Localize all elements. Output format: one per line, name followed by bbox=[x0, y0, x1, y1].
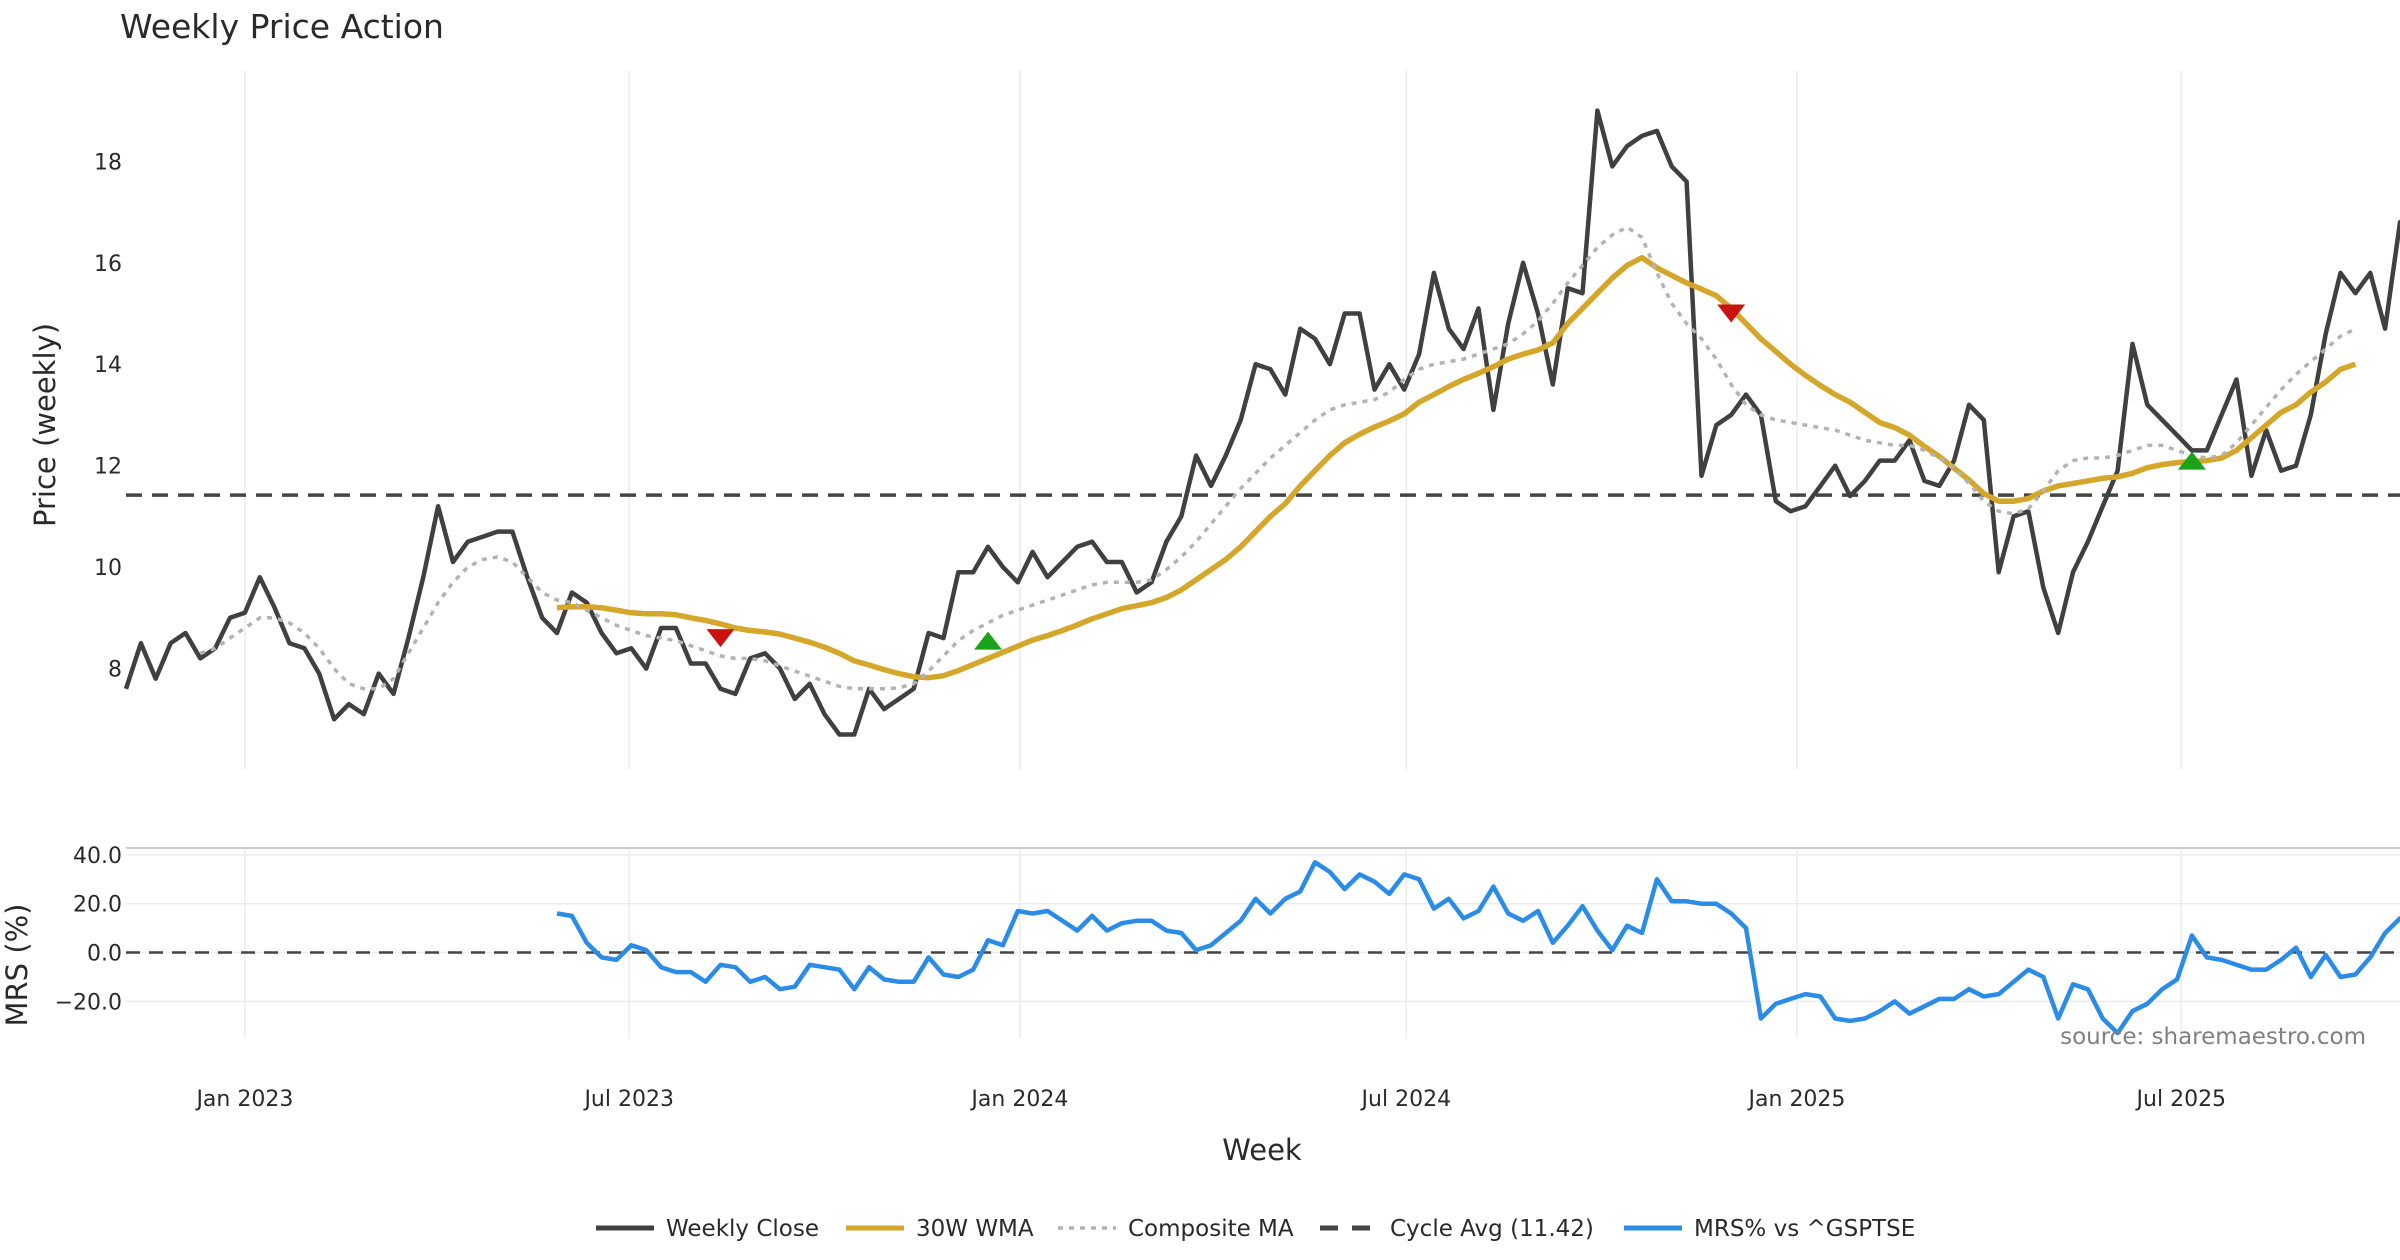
x-axis-label: Week bbox=[1222, 1133, 1302, 1167]
composite-ma-line bbox=[199, 225, 2357, 691]
price-axis-label: Price (weekly) bbox=[28, 323, 62, 527]
sell-signal-marker bbox=[1717, 304, 1746, 323]
legend-entry: Cycle Avg (11.42) bbox=[1390, 1216, 1594, 1242]
x-tick-label: Jul 2024 bbox=[1360, 1087, 1452, 1112]
price-tick-label: 18 bbox=[94, 150, 122, 175]
reference-lines bbox=[126, 493, 2400, 954]
gridlines bbox=[126, 70, 2400, 1038]
sell-signal-marker bbox=[706, 629, 735, 648]
legend: Weekly Close 30W WMA Composite MA Cycle Avg… bbox=[596, 1216, 1915, 1242]
legend-entry: 30W WMA bbox=[916, 1216, 1034, 1242]
price-tick-label: 8 bbox=[108, 658, 122, 683]
mrs-tick-label: 40.0 bbox=[73, 844, 122, 869]
legend-entry: MRS% vs ^GSPTSE bbox=[1694, 1216, 1915, 1242]
legend-entry: Weekly Close bbox=[666, 1216, 819, 1242]
mrs-tick-label: −20.0 bbox=[55, 990, 122, 1015]
30w-wma-line bbox=[556, 254, 2357, 681]
x-tick-label: Jan 2025 bbox=[1747, 1087, 1846, 1112]
weekly-close-line bbox=[123, 108, 2400, 737]
mrs-axis-label: MRS (%) bbox=[0, 904, 34, 1027]
x-tick-label: Jan 2024 bbox=[969, 1087, 1068, 1112]
buy-signal-marker bbox=[2177, 451, 2206, 470]
mrs-tick-label: 0.0 bbox=[87, 942, 122, 967]
price-tick-label: 14 bbox=[94, 353, 122, 378]
x-tick-label: Jul 2025 bbox=[2135, 1087, 2227, 1112]
mrs-vs-gsptse-line bbox=[556, 859, 2400, 1036]
x-tick-label: Jul 2023 bbox=[582, 1087, 674, 1112]
price-tick-label: 16 bbox=[94, 252, 122, 277]
buy-signal-marker bbox=[974, 631, 1003, 650]
price-tick-label: 12 bbox=[94, 455, 122, 480]
x-tick-label: Jan 2023 bbox=[194, 1087, 293, 1112]
series-lines bbox=[123, 108, 2400, 1036]
tick-labels: Jan 2023 Jul 2023 Jan 2024 Jul 2024 Jan 2025… bbox=[55, 150, 2226, 1112]
chart-title: Weekly Price Action bbox=[120, 7, 444, 46]
legend-entry: Composite MA bbox=[1128, 1216, 1294, 1242]
price-tick-label: 10 bbox=[94, 556, 122, 581]
signal-markers bbox=[706, 304, 2206, 650]
source-annotation: source: sharemaestro.com bbox=[2060, 1024, 2366, 1050]
mrs-tick-label: 20.0 bbox=[73, 893, 122, 918]
